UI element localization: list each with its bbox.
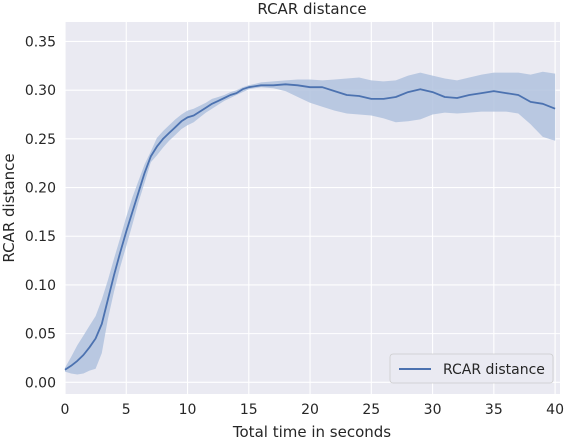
y-tick-label: 0.10 xyxy=(25,278,56,294)
x-tick-label: 25 xyxy=(362,402,380,418)
x-axis-label: Total time in seconds xyxy=(232,423,391,441)
series-line xyxy=(64,83,556,371)
chart-title: RCAR distance xyxy=(257,0,366,18)
confidence-band xyxy=(65,71,556,375)
x-tick-label: 5 xyxy=(122,402,131,418)
y-tick-labels: 0.00 0.05 0.10 0.15 0.20 0.25 0.30 0.35 xyxy=(25,34,56,391)
y-tick-label: 0.00 xyxy=(25,375,56,391)
x-tick-labels: 0 5 10 15 20 25 30 35 40 xyxy=(61,402,564,418)
x-tick-label: 40 xyxy=(546,402,564,418)
x-tick-label: 30 xyxy=(424,402,442,418)
y-tick-label: 0.35 xyxy=(25,34,56,50)
x-tick-label: 0 xyxy=(61,402,70,418)
x-tick-label: 10 xyxy=(179,402,197,418)
legend-box xyxy=(389,353,554,384)
y-tick-label: 0.20 xyxy=(25,181,56,197)
legend-label: RCAR distance xyxy=(443,362,545,378)
y-tick-label: 0.25 xyxy=(25,132,56,148)
line-layer xyxy=(64,83,556,371)
x-tick-label: 20 xyxy=(301,402,319,418)
confidence-band-layer xyxy=(65,71,556,375)
y-tick-label: 0.30 xyxy=(25,83,56,99)
y-axis-label: RCAR distance xyxy=(0,153,18,262)
x-tick-label: 35 xyxy=(485,402,503,418)
y-tick-label: 0.15 xyxy=(25,229,56,245)
y-tick-label: 0.05 xyxy=(25,327,56,343)
x-tick-label: 15 xyxy=(240,402,258,418)
legend: RCAR distance xyxy=(389,353,554,384)
